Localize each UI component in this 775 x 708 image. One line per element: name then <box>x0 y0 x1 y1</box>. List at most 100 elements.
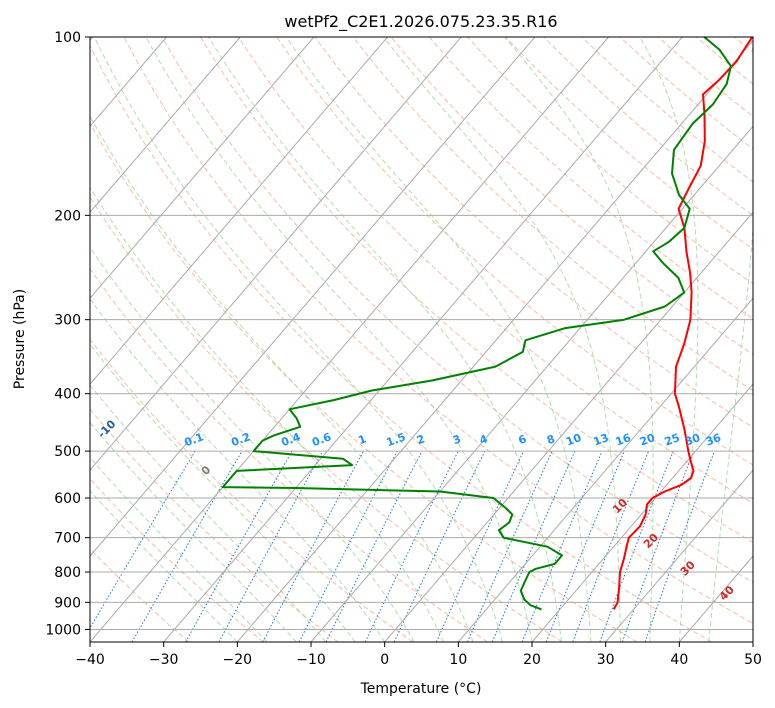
x-tick-label: −40 <box>75 652 105 668</box>
mixing-ratio-label: 20 <box>638 431 657 449</box>
dry-adiabat-line <box>90 121 638 642</box>
isotherm-line <box>752 641 753 642</box>
y-tick-label: 300 <box>54 313 81 329</box>
mixing-ratio-label: 0.1 <box>183 430 206 449</box>
mixing-ratio-label: 10 <box>564 431 583 449</box>
x-axis-label: Temperature (°C) <box>360 681 482 697</box>
isotherm-line <box>678 555 753 642</box>
dry-adiabat-line <box>90 268 488 642</box>
isotherm-line <box>236 39 753 642</box>
dewpoint-profile <box>221 37 732 611</box>
y-tick-label: 700 <box>54 531 81 547</box>
isotherm-line <box>531 383 753 642</box>
mixing-ratio-line <box>364 450 459 642</box>
mixing-ratio-label: 8 <box>545 432 557 447</box>
dry-adiabat-line <box>581 37 753 183</box>
x-tick-label: −20 <box>223 652 253 668</box>
moist-adiabat-line <box>208 37 562 642</box>
mixing-ratio-label: 1.5 <box>385 430 408 449</box>
y-axis-label: Pressure (hPa) <box>12 289 28 389</box>
mixing-ratio-label: 16 <box>614 431 633 449</box>
isotherms <box>90 37 753 642</box>
moist-adiabat-line <box>93 37 503 642</box>
line-labels: -100-90-80-70-60-50-40-30-20-1000.10.20.… <box>95 417 737 603</box>
mixing-ratio-line <box>131 450 243 642</box>
x-tick-label: −10 <box>296 652 326 668</box>
moist-adiabat-line <box>90 456 268 642</box>
mixing-ratio-label: 3 <box>451 432 463 447</box>
dry-adiabat-line <box>352 37 753 392</box>
moist-adiabat-label: 30 <box>678 558 698 578</box>
isotherm-line <box>90 37 241 214</box>
plot-area: -100-90-80-70-60-50-40-30-20-1000.10.20.… <box>90 37 753 642</box>
mixing-ratio-line <box>262 450 364 642</box>
moist-adiabat-line <box>285 37 592 642</box>
moist-adiabat-label: 40 <box>717 583 737 603</box>
mixing-ratio-line <box>644 450 715 642</box>
moist-adiabat-line <box>90 421 297 642</box>
temperature-profile <box>612 37 753 610</box>
y-tick-label: 500 <box>54 444 81 460</box>
y-tick-label: 400 <box>54 387 81 403</box>
isotherm-line <box>90 37 536 557</box>
sounding-profiles <box>221 37 753 611</box>
isotherm-line <box>90 37 609 642</box>
y-tick-label: 100 <box>54 30 81 46</box>
mixing-ratio-line <box>572 450 650 642</box>
mixing-ratio-label: 0.2 <box>229 430 252 449</box>
dry-adiabat-line <box>543 37 753 217</box>
mixing-ratio-label: 2 <box>415 432 427 447</box>
mixing-ratio-line <box>298 450 398 642</box>
moist-adiabat-line <box>383 37 621 642</box>
dry-adiabat-line <box>90 478 264 642</box>
dry-adiabat-line <box>90 196 563 642</box>
moist-adiabat-line <box>90 343 356 642</box>
dry-adiabat-line <box>123 37 753 624</box>
isobars <box>90 37 753 630</box>
mixing-ratio-label: 0.6 <box>310 430 333 449</box>
plot-frame <box>89 36 754 643</box>
isotherm-line <box>90 37 462 471</box>
y-tick-label: 200 <box>54 208 81 224</box>
dry-adiabat-line <box>90 338 414 642</box>
mixing-ratio-line <box>185 450 293 642</box>
moist-adiabat-label: 10 <box>610 496 630 516</box>
dry-adiabat-line <box>467 37 753 285</box>
mixing-ratio-line <box>218 450 324 642</box>
dry-adiabat-line <box>199 37 753 544</box>
dry-adiabat-line <box>657 37 753 117</box>
moist-adiabats <box>90 37 753 642</box>
mixing-ratio-line <box>545 450 625 642</box>
dry-adiabat-line <box>314 37 753 429</box>
isotherm-line <box>90 37 315 299</box>
dry-adiabat-line <box>90 408 339 642</box>
mixing-ratio-label: 25 <box>663 431 682 448</box>
mixing-ratio-label: 6 <box>517 432 529 447</box>
moist-adiabat-line <box>90 489 238 642</box>
x-tick-label: 50 <box>744 652 762 668</box>
moist-adiabat-line <box>708 37 753 642</box>
dry-adiabat-line <box>238 37 753 504</box>
dry-adiabat-line <box>505 37 753 251</box>
x-tick-label: 20 <box>523 652 541 668</box>
mixing-ratio-line <box>521 450 603 642</box>
isotherm-line <box>605 469 753 642</box>
mixing-ratio-lines <box>90 450 715 642</box>
x-axis: −40 −30 −20 −10 0 10 20 30 40 50 <box>75 642 762 668</box>
dry-adiabat-label: -10 <box>95 417 118 440</box>
y-tick-label: 800 <box>54 565 81 581</box>
x-tick-label: 30 <box>597 652 615 668</box>
moist-adiabat-line <box>90 297 386 642</box>
mixing-ratio-label: 36 <box>704 431 723 449</box>
y-tick-label: 600 <box>54 491 81 507</box>
dry-adiabat-line <box>428 37 753 320</box>
isotherm-line <box>310 125 753 642</box>
dry-adiabat-line <box>734 37 753 53</box>
chart-title: wetPf2_C2E1.2026.075.23.35.R16 <box>284 12 557 32</box>
moist-adiabat-line <box>90 186 445 642</box>
mixing-ratio-line <box>491 450 576 642</box>
moist-adiabat-line <box>90 115 474 642</box>
dry-adiabat-line <box>161 37 753 584</box>
moist-adiabat-line <box>639 37 699 642</box>
x-tick-label: 40 <box>670 652 688 668</box>
